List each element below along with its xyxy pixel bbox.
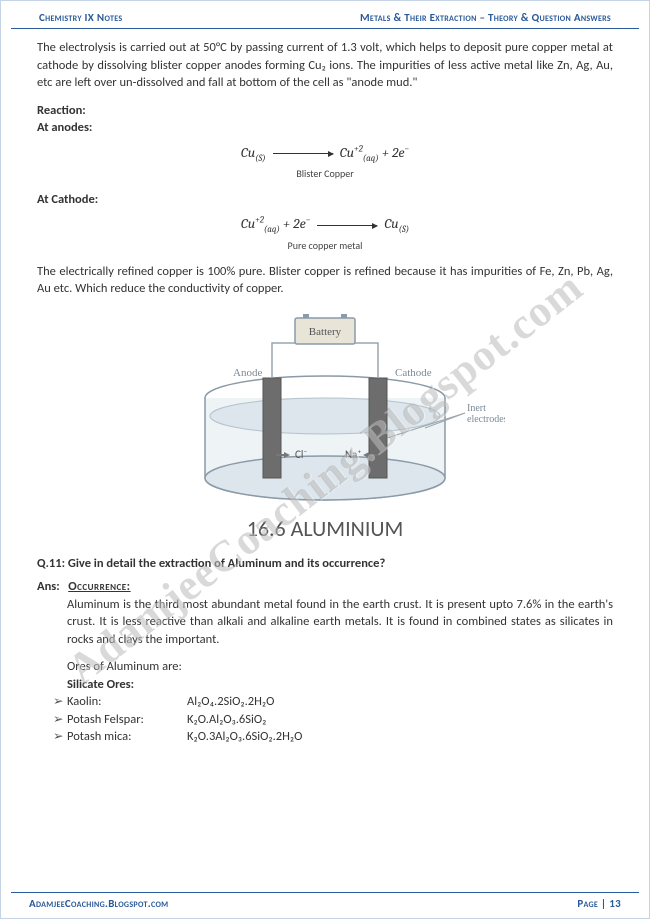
section-title: 16.6 ALUMINIUM [37,514,613,545]
battery-label: Battery [309,326,342,338]
ore-row: ➢ Potash Felspar: K₂O.Al₂O₃.6SiO₂ [53,711,613,729]
eq2-caption: Pure copper metal [37,239,613,253]
answer-line: Ans: Occurrence: [37,578,613,596]
cl-ion: Cl⁻ [295,448,307,461]
cathode-label: Cathode [395,367,432,379]
ore-name: Potash Felspar: [67,711,187,729]
page: AdamjeeCoaching.Blogspot.com Chemistry I… [0,0,650,919]
reaction-label: Reaction: [37,102,613,120]
refined-paragraph: The electrically refined copper is 100% … [37,263,613,298]
ores-intro: Ores of Aluminum are: [67,658,613,676]
na-ion: Na⁺ [345,448,361,461]
question-11: Q.11: Give in detail the extraction of A… [37,555,613,573]
ore-formula: K₂O.3Al₂O₃.6SiO₂.2H₂O [187,728,302,746]
ore-formula: K₂O.Al₂O₃.6SiO₂ [187,711,266,729]
ore-row: ➢ Kaolin: Al₂O₄.2SiO₂.2H₂O [53,693,613,711]
at-cathode-label: At Cathode: [37,191,613,209]
ore-name: Kaolin: [67,693,187,711]
header-right: Metals & Their Extraction – Theory & Que… [360,11,611,24]
occurrence-paragraph: Aluminum is the third most abundant meta… [67,596,613,649]
anode-label: Anode [233,367,262,379]
at-anodes-label: At anodes: [37,119,613,137]
footer-left: AdamjeeCoaching.Blogspot.com [29,897,168,910]
equation-anode: Cu(S) Cu+2(aq) + 2e− [37,143,613,165]
content: The electrolysis is carried out at 50°C … [1,29,649,746]
electrolysis-diagram: Battery Anode Cathode Inert electrodes C… [145,308,505,508]
silicate-ores-label: Silicate Ores: [67,676,613,694]
ans-label: Ans: [37,579,60,594]
header-left: Chemistry IX Notes [39,11,122,24]
eq1-caption: Blister Copper [37,167,613,181]
occurrence-label: Occurrence: [68,579,130,594]
ore-name: Potash mica: [67,728,187,746]
intro-paragraph: The electrolysis is carried out at 50°C … [37,39,613,92]
bullet-icon: ➢ [53,711,67,729]
ore-row: ➢ Potash mica: K₂O.3Al₂O₃.6SiO₂.2H₂O [53,728,613,746]
footer-right: Page | 13 [577,897,621,910]
bullet-icon: ➢ [53,728,67,746]
ore-formula: Al₂O₄.2SiO₂.2H₂O [187,693,274,711]
page-header: Chemistry IX Notes Metals & Their Extrac… [11,1,639,29]
svg-text:electrodes: electrodes [467,414,505,425]
page-footer: AdamjeeCoaching.Blogspot.com Page | 13 [11,892,639,910]
bullet-icon: ➢ [53,693,67,711]
equation-cathode: Cu+2(aq) + 2e− Cu(S) [37,214,613,236]
inert-label: Inert [467,403,486,414]
